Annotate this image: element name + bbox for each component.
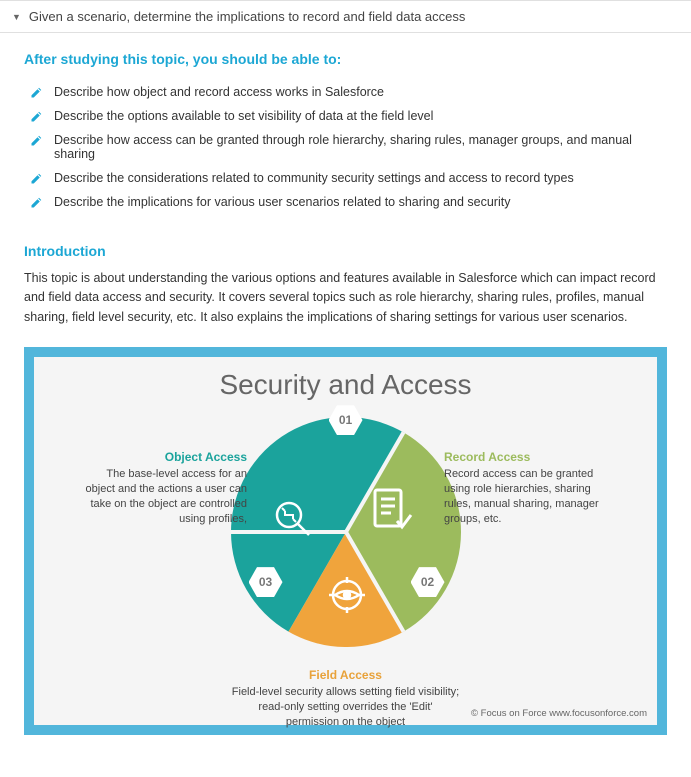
objectives-list: Describe how object and record access wo… — [30, 85, 667, 209]
list-item: Describe how object and record access wo… — [30, 85, 667, 99]
pencil-icon — [30, 197, 42, 209]
target-eye-icon — [327, 575, 367, 618]
content-area: After studying this topic, you should be… — [0, 33, 691, 327]
label-object-access: Object Access The base-level access for … — [82, 449, 247, 527]
label-title: Object Access — [82, 449, 247, 465]
pencil-icon — [30, 173, 42, 185]
objective-text: Describe the implications for various us… — [54, 195, 510, 209]
objective-text: Describe the considerations related to c… — [54, 171, 574, 185]
infographic-title: Security and Access — [34, 357, 657, 401]
copyright-text: © Focus on Force www.focusonforce.com — [471, 708, 647, 719]
objectives-heading: After studying this topic, you should be… — [24, 51, 667, 67]
label-desc: Field-level security allows setting fiel… — [231, 685, 461, 730]
list-item: Describe the options available to set vi… — [30, 109, 667, 123]
infographic-frame: Security and Access 01 — [24, 347, 667, 735]
objective-text: Describe the options available to set vi… — [54, 109, 433, 123]
accordion-header[interactable]: ▼ Given a scenario, determine the implic… — [0, 0, 691, 33]
arrows-magnify-icon — [271, 497, 315, 544]
list-item: Describe how access can be granted throu… — [30, 133, 667, 161]
label-field-access: Field Access Field-level security allows… — [231, 667, 461, 730]
intro-heading: Introduction — [24, 243, 667, 259]
label-desc: The base-level access for an object and … — [82, 467, 247, 526]
pencil-icon — [30, 87, 42, 99]
document-check-icon — [371, 487, 413, 538]
caret-down-icon: ▼ — [12, 12, 21, 22]
pencil-icon — [30, 111, 42, 123]
objective-text: Describe how object and record access wo… — [54, 85, 384, 99]
label-title: Record Access — [444, 449, 609, 465]
list-item: Describe the implications for various us… — [30, 195, 667, 209]
label-record-access: Record Access Record access can be grant… — [444, 449, 609, 527]
label-desc: Record access can be granted using role … — [444, 467, 609, 526]
pie-chart: 01 02 03 — [231, 417, 461, 647]
intro-paragraph: This topic is about understanding the va… — [24, 269, 667, 327]
accordion-title: Given a scenario, determine the implicat… — [29, 9, 465, 24]
objective-text: Describe how access can be granted throu… — [54, 133, 667, 161]
label-title: Field Access — [231, 667, 461, 683]
pencil-icon — [30, 135, 42, 147]
list-item: Describe the considerations related to c… — [30, 171, 667, 185]
